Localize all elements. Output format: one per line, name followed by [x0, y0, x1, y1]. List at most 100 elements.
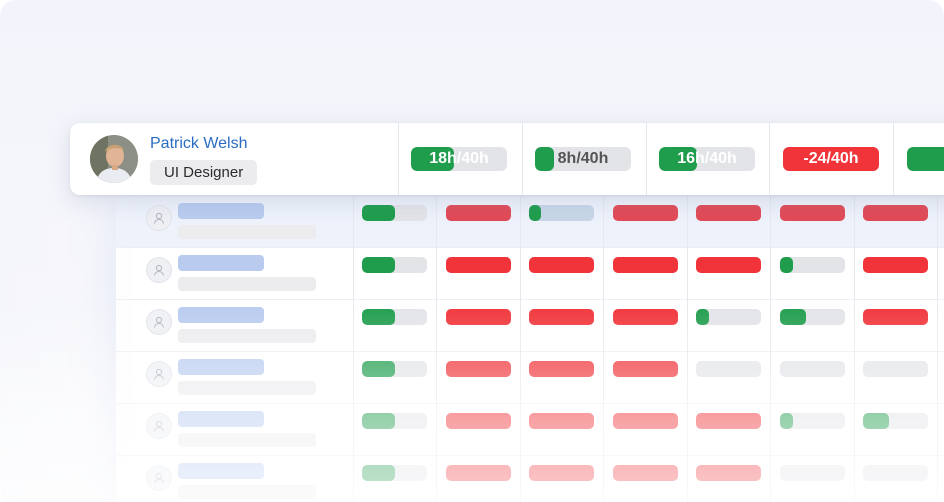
day-capacity-pill[interactable] [362, 257, 427, 273]
weekly-hours-fill [535, 147, 555, 171]
day-capacity-fill [362, 257, 395, 273]
day-capacity-pill[interactable] [613, 361, 678, 377]
day-capacity-fill [362, 205, 395, 221]
employee-role-placeholder [178, 381, 316, 395]
day-capacity-fill [362, 309, 395, 325]
employee-photo-avatar [90, 135, 138, 183]
day-capacity-pill[interactable] [863, 465, 928, 481]
weekly-hours-fill [907, 147, 944, 171]
employee-row[interactable] [116, 456, 944, 502]
workload-grid [116, 196, 944, 502]
day-capacity-pill[interactable] [362, 361, 427, 377]
day-capacity-pill[interactable] [362, 205, 427, 221]
grid-column-divider [520, 196, 521, 502]
employee-row[interactable] [116, 404, 944, 456]
day-capacity-pill[interactable] [863, 205, 928, 221]
employee-role-placeholder [178, 329, 316, 343]
employee-name-placeholder [178, 411, 264, 427]
day-capacity-pill[interactable] [529, 205, 594, 221]
weekly-hours-pill[interactable]: 8h/40h [535, 147, 631, 171]
day-capacity-fill [780, 413, 793, 429]
day-capacity-pill[interactable] [696, 309, 761, 325]
day-capacity-pill[interactable] [446, 205, 511, 221]
day-capacity-pill[interactable] [613, 309, 678, 325]
day-capacity-fill [362, 361, 395, 377]
day-capacity-pill[interactable] [529, 361, 594, 377]
employee-row[interactable] [116, 196, 944, 248]
weekly-hours-label: 16h/40h [677, 150, 737, 167]
employee-name-placeholder [178, 463, 264, 479]
grid-column-divider [854, 196, 855, 502]
column-divider [893, 123, 894, 195]
weekly-hours-fill [411, 147, 455, 171]
employee-row[interactable] [116, 300, 944, 352]
grid-column-divider [603, 196, 604, 502]
day-capacity-pill[interactable] [446, 465, 511, 481]
day-capacity-fill [780, 257, 793, 273]
employee-name[interactable]: Patrick Welsh [150, 135, 248, 152]
day-capacity-pill[interactable] [863, 309, 928, 325]
employee-row[interactable] [116, 352, 944, 404]
day-capacity-pill[interactable] [696, 205, 761, 221]
grid-column-divider [687, 196, 688, 502]
column-divider [769, 123, 770, 195]
weekly-hours-pill[interactable]: 18h/40h [411, 147, 507, 171]
user-placeholder-icon [146, 413, 172, 439]
employee-name-placeholder [178, 307, 264, 323]
day-capacity-pill[interactable] [780, 465, 845, 481]
day-capacity-pill[interactable] [696, 361, 761, 377]
day-capacity-pill[interactable] [780, 309, 845, 325]
day-capacity-pill[interactable] [529, 309, 594, 325]
day-capacity-pill[interactable] [696, 465, 761, 481]
grid-column-divider [353, 196, 354, 502]
day-capacity-pill[interactable] [696, 413, 761, 429]
weekly-hours-label: -24/40h [803, 150, 859, 167]
weekly-hours-pill[interactable] [907, 147, 944, 171]
day-capacity-pill[interactable] [529, 465, 594, 481]
day-capacity-pill[interactable] [613, 257, 678, 273]
day-capacity-fill [529, 205, 541, 221]
day-capacity-fill [780, 309, 806, 325]
day-capacity-pill[interactable] [446, 309, 511, 325]
day-capacity-fill [362, 465, 395, 481]
user-placeholder-icon [146, 205, 172, 231]
day-capacity-fill [863, 413, 889, 429]
employee-role-placeholder [178, 225, 316, 239]
highlighted-employee-row[interactable]: Patrick Welsh UI Designer 18h/40h 8h/40h 1… [70, 123, 944, 195]
grid-column-divider [770, 196, 771, 502]
day-capacity-pill[interactable] [446, 413, 511, 429]
day-capacity-pill[interactable] [362, 309, 427, 325]
weekly-hours-label: 18h/40h [429, 150, 489, 167]
weekly-hours-pill[interactable]: -24/40h [783, 147, 879, 171]
day-capacity-pill[interactable] [446, 361, 511, 377]
day-capacity-pill[interactable] [863, 257, 928, 273]
day-capacity-fill [696, 309, 709, 325]
employee-role-placeholder [178, 277, 316, 291]
day-capacity-pill[interactable] [362, 465, 427, 481]
day-capacity-pill[interactable] [863, 361, 928, 377]
day-capacity-pill[interactable] [613, 413, 678, 429]
weekly-hours-label: 8h/40h [557, 150, 609, 167]
grid-column-divider [937, 196, 938, 502]
user-placeholder-icon [146, 257, 172, 283]
day-capacity-pill[interactable] [863, 413, 928, 429]
day-capacity-pill[interactable] [780, 205, 845, 221]
day-capacity-pill[interactable] [780, 257, 845, 273]
day-capacity-pill[interactable] [780, 413, 845, 429]
day-capacity-pill[interactable] [529, 257, 594, 273]
weekly-hours-fill [659, 147, 698, 171]
day-capacity-pill[interactable] [613, 465, 678, 481]
day-capacity-pill[interactable] [446, 257, 511, 273]
day-capacity-pill[interactable] [529, 413, 594, 429]
weekly-hours-pill[interactable]: 16h/40h [659, 147, 755, 171]
day-capacity-pill[interactable] [696, 257, 761, 273]
day-capacity-pill[interactable] [780, 361, 845, 377]
employee-name-placeholder [178, 203, 264, 219]
column-divider [522, 123, 523, 195]
employee-row[interactable] [116, 248, 944, 300]
day-capacity-pill[interactable] [613, 205, 678, 221]
employee-name-placeholder [178, 359, 264, 375]
user-placeholder-icon [146, 465, 172, 491]
day-capacity-pill[interactable] [362, 413, 427, 429]
